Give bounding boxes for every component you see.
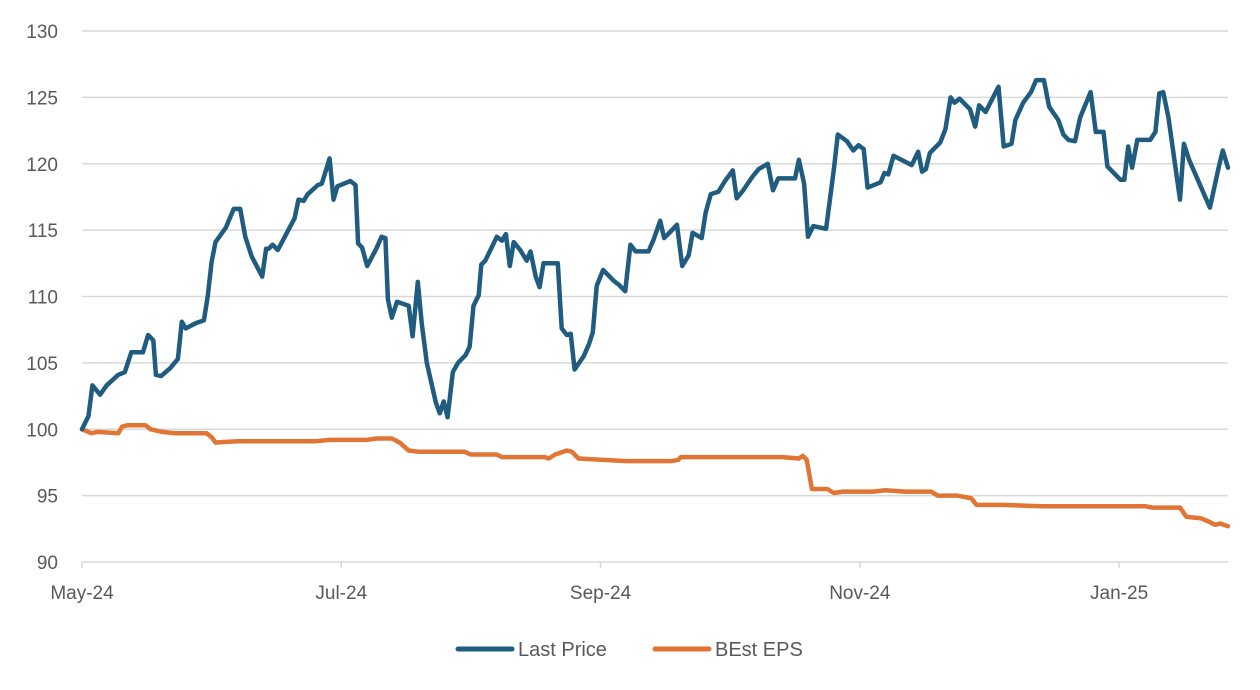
x-axis: May-24 Jul-24 Sep-24 Nov-24 Jan-25 bbox=[50, 562, 1148, 604]
legend: Last Price BEst EPS bbox=[455, 639, 803, 661]
y-tick-label: 90 bbox=[37, 553, 58, 574]
series-line-last-price bbox=[79, 77, 1231, 432]
y-tick-label: 105 bbox=[26, 354, 58, 375]
y-tick-label: 110 bbox=[28, 288, 58, 309]
y-tick-label: 100 bbox=[26, 420, 58, 441]
legend-item-best-eps[interactable]: BEst EPS bbox=[652, 639, 803, 661]
y-axis: 90 95 100 105 110 115 120 125 130 bbox=[26, 22, 58, 574]
series bbox=[79, 77, 1231, 529]
legend-label-last-price: Last Price bbox=[518, 639, 607, 661]
y-tick-label: 115 bbox=[28, 221, 58, 242]
x-tick-label: Sep-24 bbox=[570, 583, 632, 604]
y-tick-label: 95 bbox=[37, 487, 58, 508]
x-tick-label: Jul-24 bbox=[315, 583, 367, 604]
legend-item-last-price[interactable]: Last Price bbox=[455, 639, 607, 661]
y-tick-label: 130 bbox=[26, 22, 58, 43]
legend-label-best-eps: BEst EPS bbox=[715, 639, 803, 661]
x-tick-label: Jan-25 bbox=[1090, 583, 1148, 604]
y-tick-label: 120 bbox=[26, 155, 58, 176]
gridlines bbox=[82, 30, 1228, 563]
y-tick-label: 125 bbox=[26, 88, 58, 109]
x-tick-label: May-24 bbox=[50, 583, 114, 604]
series-line-best-eps bbox=[79, 423, 1231, 529]
x-tick-label: Nov-24 bbox=[829, 583, 891, 604]
